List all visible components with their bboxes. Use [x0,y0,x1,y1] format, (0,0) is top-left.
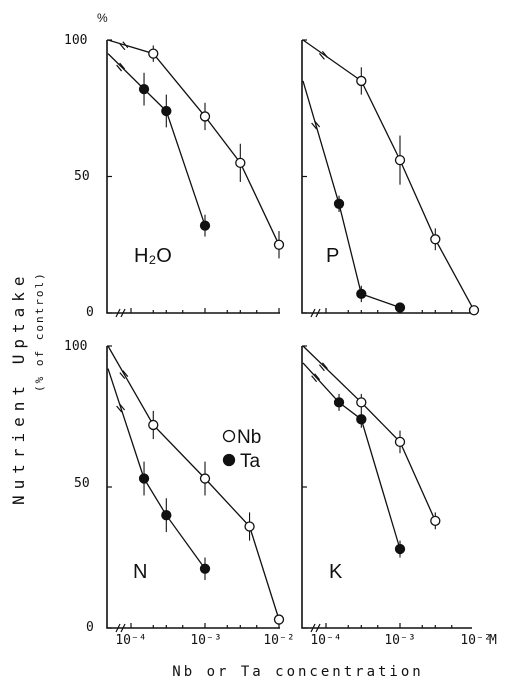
series-break [318,50,328,60]
data-point-nb [199,473,211,484]
series-line [302,39,475,311]
x-tick-labels: 10⁻⁴ 10⁻³ 10⁻² 10⁻⁴ 10⁻³ 10⁻² M [115,633,497,648]
data-point-nb [468,305,480,316]
y-axis-label: Nutrient Uptake (% of control) [9,271,46,506]
y-tick-100-top: 100 [64,33,87,48]
y-tick-labels: 100 50 0 100 50 0 [64,33,94,635]
data-point-ta [138,83,150,95]
data-point-ta [356,414,367,425]
data-point-nb [356,75,367,87]
x-axis-break [115,623,126,633]
data-point-nb [148,48,159,59]
y-tick-50-top: 50 [74,169,90,184]
series-line [107,53,206,226]
x-tick-1e-2-right: 10⁻² [460,633,491,648]
series-nb [302,39,480,316]
data-point-nb [394,436,406,448]
data-point-ta [394,302,406,313]
series-ta [107,53,211,237]
panel-k: K [301,345,472,633]
x-axis-label: Nb or Ta concentration [172,664,423,680]
series-line [302,345,436,522]
legend-ta-label: Ta [240,451,261,472]
x-axis-break [310,623,321,633]
series-break [311,373,321,383]
data-point-ta [138,473,150,484]
series-line [302,80,401,309]
panel-title: K [329,561,343,583]
series-break [116,62,126,72]
series-nb [302,345,441,530]
legend-nb-label: Nb [237,427,261,448]
data-point-nb [235,157,246,169]
y-tick-0-top: 0 [86,305,94,320]
panel-title: N [133,561,147,583]
series-ta [302,80,406,313]
axis-frame [301,346,472,629]
series-line [302,362,401,550]
data-point-nb [273,614,285,625]
panels: H₂O P N K [106,39,480,633]
series-ta [302,362,406,558]
data-point-ta [199,563,211,574]
y-unit-mark: % [97,11,108,25]
data-point-nb [199,111,211,122]
x-axis-break [115,308,126,318]
data-point-nb [148,419,159,431]
y-label-sub: (% of control) [33,271,46,392]
data-point-nb [430,234,441,245]
legend-ta-marker [222,453,236,467]
panel-n: N [106,345,285,633]
series-nb [107,39,285,259]
data-point-nb [273,239,285,250]
data-point-ta [333,198,345,209]
y-tick-50-bottom: 50 [74,476,90,491]
series-break [119,41,129,51]
series-break [119,370,129,380]
data-point-nb [430,515,441,526]
data-point-nb [244,521,255,532]
data-point-ta [161,105,172,117]
data-point-ta [333,397,345,408]
panel-ho: H₂O [106,39,285,318]
x-unit-mark: M [489,633,497,648]
series-line [107,39,280,246]
series-break [116,403,126,413]
legend: Nb Ta [222,427,261,472]
series-nb [107,345,285,625]
series-break [318,362,328,372]
x-tick-1e-2-left: 10⁻² [263,633,294,648]
y-tick-0-bottom: 0 [86,620,94,635]
series-ta [107,368,211,581]
y-label-main: Nutrient Uptake [9,271,28,506]
x-tick-1e-4-left: 10⁻⁴ [115,633,146,648]
x-tick-1e-3-left: 10⁻³ [190,633,221,648]
panel-title: P [326,245,339,267]
axis-frame [106,40,280,314]
data-point-ta [394,543,406,555]
x-tick-1e-3-right: 10⁻³ [384,633,415,648]
legend-nb-marker [222,429,236,443]
x-tick-1e-4-right: 10⁻⁴ [310,633,341,648]
data-point-ta [199,220,211,231]
panel-title: H₂O [134,245,172,267]
data-point-nb [356,397,367,408]
series-break [311,120,321,130]
y-tick-100-bottom: 100 [64,339,87,354]
panel-p: P [301,39,480,318]
data-point-nb [394,154,406,166]
data-point-ta [161,510,172,521]
data-point-ta [356,288,367,300]
series-line [107,368,206,570]
axis-frame [301,40,472,314]
x-axis-break [310,308,321,318]
